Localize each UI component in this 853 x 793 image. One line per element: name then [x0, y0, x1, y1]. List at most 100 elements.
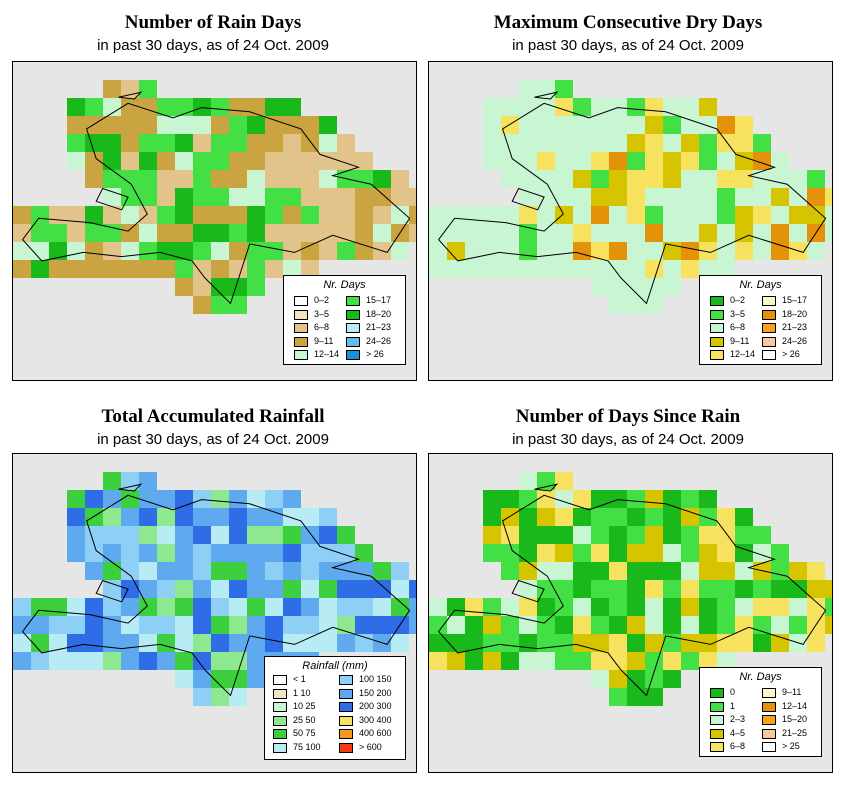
legend-label: 21–25 [782, 727, 808, 738]
grid-cell [717, 152, 735, 170]
legend-swatch [339, 675, 353, 685]
grid-cell [13, 598, 31, 616]
grid-cell [609, 634, 627, 652]
grid-cell [355, 562, 373, 580]
grid-cell [211, 634, 229, 652]
grid-cell [13, 652, 31, 670]
grid-cell [591, 562, 609, 580]
legend-label: 12–14 [314, 349, 340, 359]
grid-cell [85, 116, 103, 134]
grid-cell [139, 580, 157, 598]
grid-cell [139, 206, 157, 224]
grid-cell [121, 98, 139, 116]
grid-cell [627, 634, 645, 652]
grid-cell [501, 98, 519, 116]
grid-cell [519, 472, 537, 490]
grid-cell [103, 634, 121, 652]
grid-cell [337, 526, 355, 544]
grid-cell [301, 616, 319, 634]
island-outline [511, 187, 545, 211]
grid-cell [663, 152, 681, 170]
legend-swatch [346, 309, 360, 320]
grid-cell [337, 634, 355, 652]
legend-swatch [346, 336, 360, 347]
grid-cell [373, 580, 391, 598]
legend-label: > 26 [782, 349, 800, 359]
grid-cell [229, 688, 247, 706]
grid-cell [663, 278, 681, 296]
grid-cell [193, 116, 211, 134]
legend-label: 18–20 [366, 308, 392, 319]
grid-cell [753, 598, 771, 616]
grid-cell [319, 544, 337, 562]
grid-cell [663, 634, 681, 652]
legend-label: 15–20 [782, 714, 808, 724]
grid-cell [211, 580, 229, 598]
grid-cell [85, 562, 103, 580]
grid-cell [699, 508, 717, 526]
grid-cell [663, 116, 681, 134]
grid-cell [175, 278, 193, 296]
grid-cell [699, 490, 717, 508]
grid-cell [627, 152, 645, 170]
grid-cell [501, 152, 519, 170]
grid-cell [573, 562, 591, 580]
grid-cell [103, 508, 121, 526]
grid-cell [591, 670, 609, 688]
grid-cell [483, 490, 501, 508]
grid-cell [717, 580, 735, 598]
grid-cell [717, 616, 735, 634]
grid-cell [139, 260, 157, 278]
grid-cell [175, 652, 193, 670]
grid-cell [483, 224, 501, 242]
grid-cell [645, 98, 663, 116]
grid-cell [735, 526, 753, 544]
grid-cell [247, 260, 265, 278]
grid-cell [519, 242, 537, 260]
grid-cell [537, 188, 555, 206]
panel-title: Number of Rain Days [124, 12, 302, 33]
grid-cell [537, 508, 555, 526]
grid-cell [645, 242, 663, 260]
grid-cell [591, 490, 609, 508]
grid-cell [519, 544, 537, 562]
grid-cell [555, 544, 573, 562]
legend-label: 100 150 [359, 674, 392, 684]
grid-cell [573, 508, 591, 526]
grid-cell [501, 598, 519, 616]
grid-cell [735, 598, 753, 616]
legend-swatch [273, 702, 287, 712]
grid-cell [31, 260, 49, 278]
grid-cell [391, 598, 409, 616]
grid-cell [537, 98, 555, 116]
grid-cell [681, 224, 699, 242]
grid-cell [555, 652, 573, 670]
grid-cell [229, 634, 247, 652]
grid-cell [157, 508, 175, 526]
island-outline [118, 483, 143, 492]
days-since-rain-map [428, 453, 833, 773]
grid-cell [645, 616, 663, 634]
grid-cell [247, 134, 265, 152]
grid-cell [537, 224, 555, 242]
grid-cell [103, 526, 121, 544]
grid-cell [211, 526, 229, 544]
grid-cell [193, 490, 211, 508]
grid-cell [645, 206, 663, 224]
grid-cell [465, 260, 483, 278]
grid-cell [229, 508, 247, 526]
grid-cell [337, 188, 355, 206]
grid-cell [447, 224, 465, 242]
grid-cell [409, 580, 416, 598]
grid-cell [663, 508, 681, 526]
grid-cell [229, 206, 247, 224]
grid-cell [247, 508, 265, 526]
grid-cell [591, 242, 609, 260]
grid-cell [283, 508, 301, 526]
grid-cell [283, 188, 301, 206]
grid-cell [175, 170, 193, 188]
grid-cell [193, 260, 211, 278]
grid-cell [807, 188, 825, 206]
grid-cell [49, 652, 67, 670]
grid-cell [735, 616, 753, 634]
